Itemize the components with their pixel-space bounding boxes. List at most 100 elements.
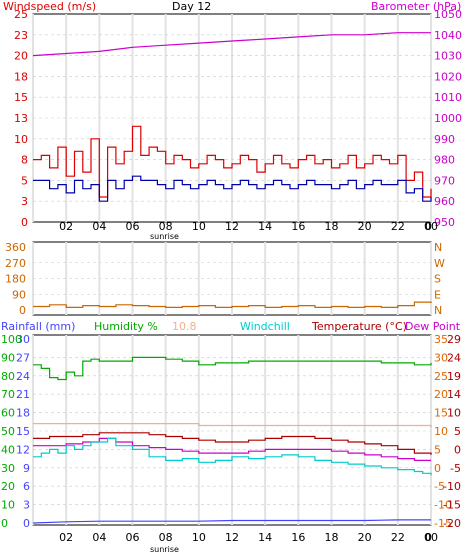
rainfall-tick-label: 21 (16, 388, 30, 401)
dewpoint-tick-label: 5 (454, 425, 461, 438)
dewpoint-tick-label: 0 (454, 443, 461, 456)
humidity-tick-label: 90 (1, 351, 15, 364)
temperature-tick-label: 0 (434, 462, 441, 475)
barometer-tick-label: 1020 (434, 70, 462, 83)
x-tick-label: 12 (225, 531, 239, 544)
x-tick-label: 0 (425, 220, 432, 233)
temperature-label: Temperature (°C) (311, 320, 407, 333)
x-tick-label: 14 (258, 531, 272, 544)
dewpoint-tick-label: 19 (447, 370, 461, 383)
rainfall-axis-label: Rainfall (mm) (1, 320, 75, 333)
barometer-tick-label: 950 (434, 216, 455, 229)
windspeed-tick-label: 15 (14, 91, 28, 104)
humidity-tick-label: 100 (1, 333, 22, 346)
humidity-tick-label: 80 (1, 370, 15, 383)
rainfall-tick-label: 3 (23, 499, 30, 512)
rainfall-tick-label: 15 (16, 425, 30, 438)
humidity-axis-label: Humidity % (94, 320, 158, 333)
rainfall-tick-label: 6 (23, 480, 30, 493)
temperature-tick-label: 25 (434, 370, 448, 383)
direction-compass-tick-label: W (434, 257, 445, 270)
dewpoint-series-line (33, 437, 431, 461)
windchill-label: Windchill (240, 320, 290, 333)
humidity-tick-label: 20 (1, 480, 15, 493)
sunrise-label-bottom: sunrise (150, 545, 179, 554)
windspeed-tick-label: 8 (21, 154, 28, 167)
direction-degree-tick-label: 360 (5, 241, 26, 254)
windchill-series-line (33, 437, 432, 476)
barometer-tick-label: 1030 (434, 50, 462, 63)
windspeed-tick-label: 5 (21, 174, 28, 187)
x-tick-label: 20 (358, 220, 372, 233)
x-tick-label: 0 (425, 531, 432, 544)
dewpoint-tick-label: -10 (443, 480, 461, 493)
temperature-tick-label: 10 (434, 425, 448, 438)
windspeed-tick-label: 23 (14, 29, 28, 42)
barometer-tick-label: 990 (434, 133, 455, 146)
barometer-series-line (32, 32, 431, 57)
direction-degree-tick-label: 270 (5, 257, 26, 270)
dewpoint-tick-label: -20 (443, 517, 461, 530)
direction-compass-tick-label: N (434, 241, 442, 254)
barometer-tick-label: 980 (434, 154, 455, 167)
x-tick-label: 12 (225, 220, 239, 233)
dewpoint-tick-label: -5 (450, 462, 461, 475)
temperature-tick-label: 35 (434, 333, 448, 346)
dewpoint-tick-label: -15 (443, 499, 461, 512)
heat-index-series-line (33, 423, 432, 428)
heat-index-label: 10.8 (172, 320, 197, 333)
x-tick-label: 00 (424, 531, 438, 544)
temperature-tick-label: 15 (434, 407, 448, 420)
direction-degree-tick-label: 0 (19, 304, 26, 317)
humidity-tick-label: 0 (1, 517, 8, 530)
direction-compass-tick-label: E (434, 288, 441, 301)
x-tick-label: 00 (424, 220, 438, 233)
windspeed-tick-label: 25 (14, 8, 28, 21)
rainfall-series-line (32, 519, 431, 524)
temperature-tick-label: -10 (434, 499, 452, 512)
x-tick-label: 14 (258, 220, 272, 233)
direction-compass-tick-label: N (434, 304, 442, 317)
x-tick-label: 18 (325, 531, 339, 544)
barometer-tick-label: 1040 (434, 29, 462, 42)
windspeed-axis-label: Windspeed (m/s) (3, 0, 96, 13)
barometer-tick-label: 1010 (434, 91, 462, 104)
direction-degree-tick-label: 90 (12, 288, 26, 301)
temperature-tick-label: -15 (434, 517, 452, 530)
x-tick-label: 08 (159, 220, 173, 233)
chart-title: Day 12 (172, 0, 211, 13)
sunrise-label-top: sunrise (150, 232, 179, 241)
x-tick-label: 04 (92, 220, 106, 233)
barometer-tick-label: 1050 (434, 8, 462, 21)
dewpoint-tick-label: 10 (447, 407, 461, 420)
x-tick-label: 02 (59, 531, 73, 544)
rainfall-tick-label: 30 (16, 333, 30, 346)
windspeed-tick-label: 18 (14, 70, 28, 83)
temperature-tick-label: 20 (434, 388, 448, 401)
rainfall-tick-label: 18 (16, 407, 30, 420)
rainfall-tick-label: 0 (23, 517, 30, 530)
temperature-tick-label: 5 (434, 443, 441, 456)
rainfall-tick-label: 9 (23, 462, 30, 475)
temperature-tick-label: 30 (434, 351, 448, 364)
dewpoint-tick-label: 24 (447, 351, 461, 364)
windspeed-barometer-panel: Windspeed (m/s) Day 12 Barometer (hPa) s… (3, 0, 462, 241)
barometer-tick-label: 960 (434, 195, 455, 208)
direction-degree-tick-label: 180 (5, 273, 26, 286)
x-tick-label: 22 (391, 220, 405, 233)
humidity-tick-label: 60 (1, 407, 15, 420)
humidity-tick-label: 40 (1, 443, 15, 456)
windspeed-tick-label: 10 (14, 133, 28, 146)
barometer-axis-label: Barometer (hPa) (371, 0, 461, 13)
humidity-tick-label: 10 (1, 499, 15, 512)
windspeed-tick-label: 13 (14, 112, 28, 125)
humidity-series-line (33, 356, 432, 381)
rainfall-tick-label: 27 (16, 351, 30, 364)
x-tick-label: 16 (291, 531, 305, 544)
barometer-tick-label: 1000 (434, 112, 462, 125)
x-tick-label: 22 (391, 531, 405, 544)
humidity-tick-label: 50 (1, 425, 15, 438)
rainfall-tick-label: 12 (16, 443, 30, 456)
